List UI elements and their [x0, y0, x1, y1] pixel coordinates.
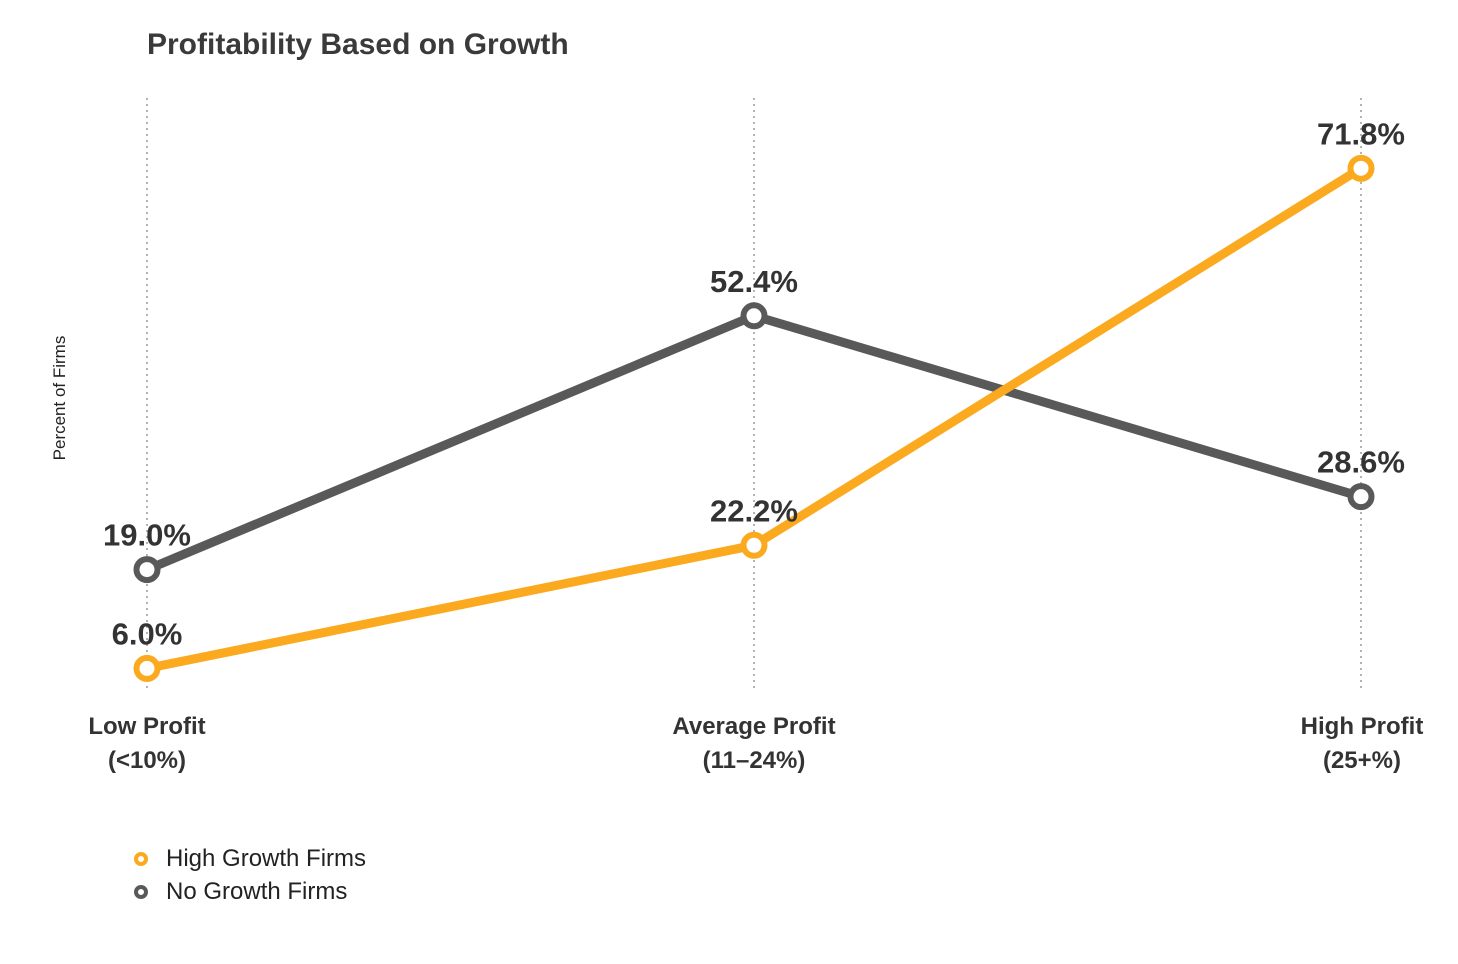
data-point-1-0 [133, 556, 161, 584]
legend-item-high-growth[interactable]: High Growth Firms [134, 842, 366, 875]
chart-title: Profitability Based on Growth [147, 28, 569, 61]
data-point-0-1 [740, 531, 768, 559]
x-tick-label-line1: Low Profit [88, 713, 206, 740]
data-point-0-2 [1347, 154, 1375, 182]
x-tick-label-line1: High Profit [1300, 713, 1424, 740]
legend: High Growth Firms No Growth Firms [134, 842, 366, 908]
x-tick-label-high-profit: High Profit (25+%) [1232, 710, 1458, 778]
data-point-1-2 [1347, 483, 1375, 511]
legend-item-no-growth[interactable]: No Growth Firms [134, 875, 366, 908]
data-point-1-1 [740, 302, 768, 330]
data-label-1-2: 28.6% [1317, 445, 1405, 480]
data-label-1-1: 52.4% [710, 264, 798, 299]
data-label-0-2: 71.8% [1317, 116, 1405, 151]
legend-marker-icon [134, 884, 148, 899]
x-tick-label-line1: Average Profit [672, 713, 836, 740]
legend-label: No Growth Firms [166, 877, 348, 905]
data-label-0-1: 22.2% [710, 493, 798, 528]
data-label-1-0: 19.0% [103, 518, 191, 553]
data-label-0-0: 6.0% [112, 616, 183, 651]
x-tick-label-line2: (<10%) [107, 747, 187, 774]
data-point-0-0 [133, 654, 161, 682]
legend-marker-icon [134, 851, 148, 866]
x-tick-label-line2: (25+%) [1322, 747, 1402, 774]
legend-label: High Growth Firms [166, 844, 367, 872]
x-tick-label-line2: (11–24%) [702, 747, 806, 774]
x-tick-label-low-profit: Low Profit (<10%) [17, 710, 277, 778]
x-tick-label-average-profit: Average Profit (11–24%) [624, 710, 884, 778]
